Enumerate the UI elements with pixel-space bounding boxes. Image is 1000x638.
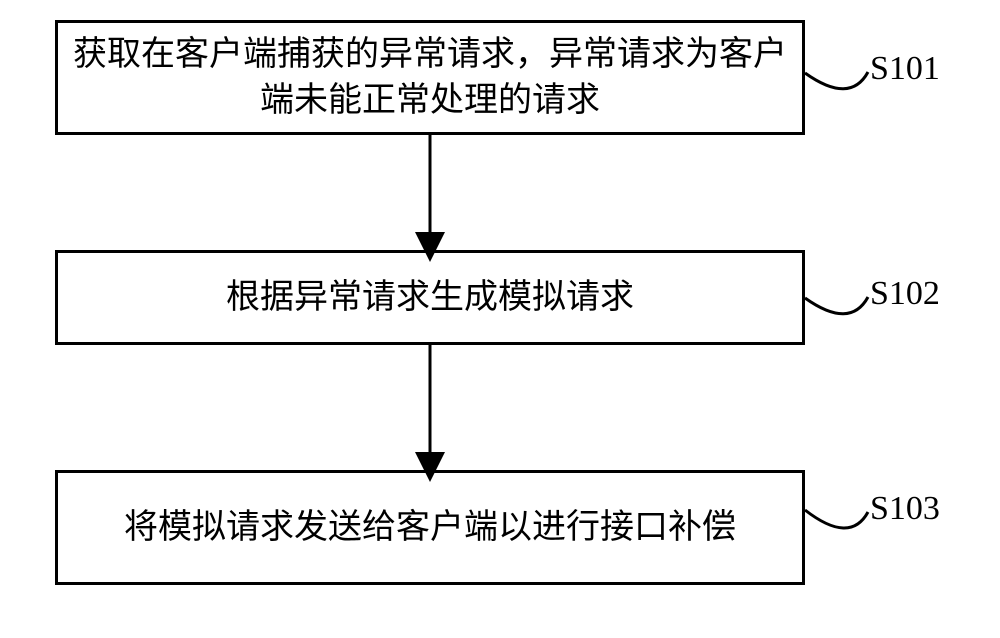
connector-s101 xyxy=(805,72,868,89)
connector-s103 xyxy=(805,510,868,528)
flowchart-canvas: 获取在客户端捕获的异常请求，异常请求为客户端未能正常处理的请求 S101 根据异… xyxy=(0,0,1000,638)
connector-s102 xyxy=(805,297,868,314)
flow-arrows xyxy=(0,0,1000,638)
